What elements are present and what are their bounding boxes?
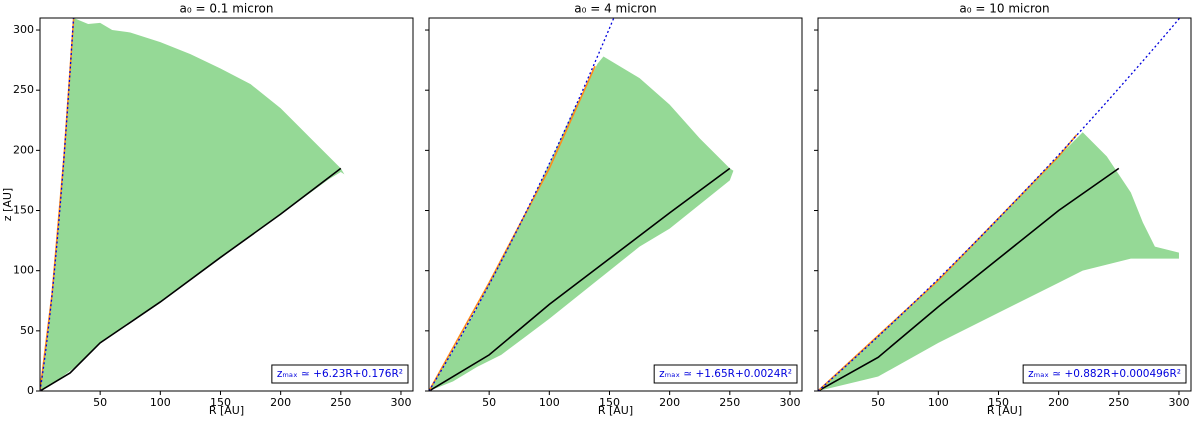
x-tick-label: 50	[93, 396, 107, 409]
x-tick-label: 50	[482, 396, 496, 409]
axes-frame	[817, 17, 1192, 392]
y-tick-label: 0	[27, 384, 34, 397]
y-tick-label: 250	[13, 83, 34, 96]
fit-curve	[818, 18, 1181, 391]
chart-title: a₀ = 4 micron	[574, 2, 657, 16]
x-tick-label: 250	[330, 396, 351, 409]
plot-area	[40, 18, 345, 391]
line	[40, 167, 342, 391]
annotation-box	[653, 364, 798, 384]
line	[429, 167, 731, 391]
region	[429, 56, 734, 391]
x-tick-label: 250	[719, 396, 740, 409]
x-tick-label: 300	[779, 396, 800, 409]
y-tick-label: 200	[13, 143, 34, 156]
y-tick-label: 50	[20, 324, 34, 337]
y-axis-label: z [AU]	[1, 188, 14, 221]
x-tick-label: 100	[928, 396, 949, 409]
chart-title: a₀ = 10 micron	[959, 2, 1049, 16]
x-tick-label: 250	[1108, 396, 1129, 409]
x-tick-label: 200	[659, 396, 680, 409]
region	[40, 18, 345, 391]
line	[818, 167, 1120, 391]
annotation: zₘₐₓ ≃ +0.882R+0.000496R²	[1028, 368, 1181, 380]
axes-frame	[39, 17, 414, 392]
x-tick-label: 200	[1048, 396, 1069, 409]
line	[429, 65, 596, 391]
y-tick-label: 100	[13, 264, 34, 277]
axes-frame	[428, 17, 803, 392]
x-tick-label: 150	[988, 396, 1009, 409]
x-tick-label: 150	[599, 396, 620, 409]
fit-curve	[429, 18, 615, 391]
x-axis-label: R [AU]	[209, 404, 244, 417]
x-tick-label: 100	[150, 396, 171, 409]
annotation-box	[271, 364, 409, 384]
chart-title: a₀ = 0.1 micron	[180, 2, 274, 16]
x-tick-label: 50	[871, 396, 885, 409]
plot-area	[429, 18, 734, 391]
annotation: zₘₐₓ ≃ +1.65R+0.0024R²	[659, 368, 792, 380]
x-tick-label: 300	[390, 396, 411, 409]
plot-area	[818, 18, 1181, 391]
x-tick-label: 150	[210, 396, 231, 409]
region	[818, 132, 1179, 391]
panel: 50 100 150 200 250 300 a₀ = 10 micron R [AU] zₘₐ…	[814, 2, 1192, 417]
x-tick-label: 200	[270, 396, 291, 409]
y-tick-label: 150	[13, 204, 34, 217]
annotation: zₘₐₓ ≃ +6.23R+0.176R²	[277, 368, 403, 380]
panel: 50 100 150 200 250 300 0 50 100 150 200 250 300 a₀ = …	[1, 2, 414, 417]
annotation-box	[1022, 364, 1187, 384]
x-tick-label: 300	[1168, 396, 1189, 409]
panel: 50 100 150 200 250 300 a₀ = 4 micron R [AU] zₘₐₓ…	[425, 2, 803, 417]
line	[40, 18, 75, 391]
x-axis-label: R [AU]	[987, 404, 1022, 417]
x-axis-label: R [AU]	[598, 404, 633, 417]
x-tick-label: 100	[539, 396, 560, 409]
y-tick-label: 300	[13, 23, 34, 36]
